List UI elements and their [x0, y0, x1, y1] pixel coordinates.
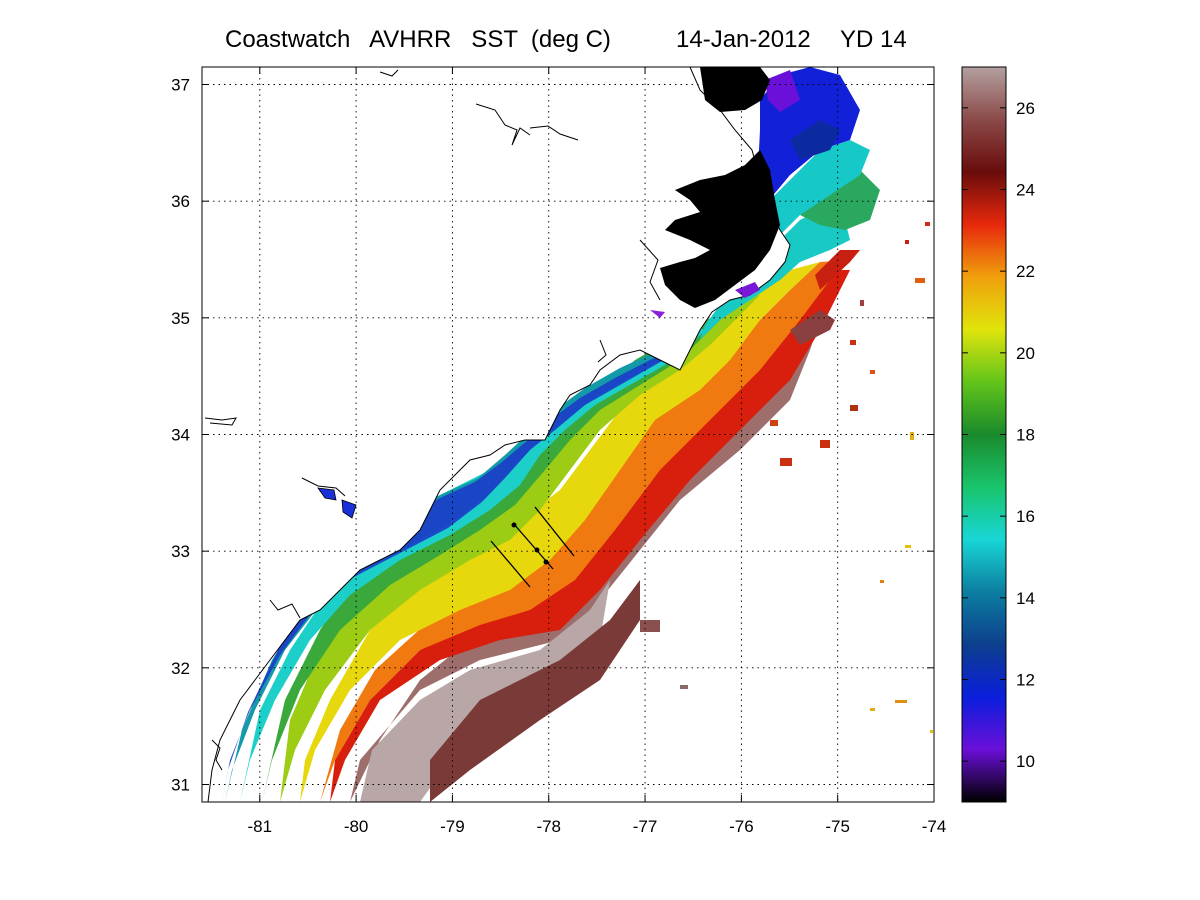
colorbar-tick-label: 12 [1016, 671, 1035, 690]
colorbar-tick-label: 16 [1016, 507, 1035, 526]
lat-tick-label: 37 [171, 76, 190, 95]
inland-outline-5 [379, 69, 399, 77]
sound-purple-2 [650, 310, 665, 318]
figure-date: 14-Jan-2012 [676, 26, 811, 53]
lon-tick-label: -81 [248, 817, 273, 836]
latitude-axis: 37 36 35 34 33 32 31 [171, 76, 934, 795]
lon-tick-label: -76 [729, 817, 754, 836]
colorbar-tick-label: 20 [1016, 344, 1035, 363]
sst-band-20 [300, 262, 820, 802]
figure-title: Coastwatch AVHRR SST (deg C) [225, 26, 611, 53]
colorbar-tick-label: 18 [1016, 426, 1035, 445]
inland-outline-8 [269, 599, 301, 619]
sst-field [202, 67, 933, 802]
lon-tick-label: -80 [344, 817, 369, 836]
lat-tick-label: 36 [171, 192, 190, 211]
lat-tick-label: 31 [171, 776, 190, 795]
sst-band-22 [320, 260, 850, 802]
colorbar-ticks: 26 24 22 20 18 16 14 12 10 [962, 99, 1035, 771]
inland-outline-6 [639, 239, 661, 301]
sst-north-darkblue [790, 120, 840, 160]
sst-north-green [800, 170, 880, 230]
lon-tick-label: -74 [922, 817, 947, 836]
sst-north-cyan [760, 140, 870, 240]
albemarle-sound [700, 67, 770, 112]
sst-north-teal [700, 210, 850, 340]
colorbar-tick-label: 26 [1016, 99, 1035, 118]
lon-tick-label: -78 [536, 817, 561, 836]
lat-tick-label: 33 [171, 542, 190, 561]
sst-band-27 [430, 580, 640, 802]
land-mass [202, 67, 791, 802]
sst-north-purple [765, 70, 800, 112]
inland-outline-9 [211, 739, 223, 771]
lon-tick-label: -77 [633, 817, 658, 836]
longitude-axis: -81 -80 -79 -78 -77 -76 -75 -74 [248, 67, 947, 836]
inland-outline-7 [597, 339, 607, 363]
sst-north-red [815, 250, 860, 290]
pamlico-sound [660, 150, 780, 308]
colorbar-tick-label: 24 [1016, 181, 1035, 200]
lat-tick-label: 34 [171, 426, 190, 445]
lon-tick-label: -79 [440, 817, 465, 836]
figure-yearday: YD 14 [840, 26, 907, 53]
inland-outline-1 [301, 477, 346, 497]
inland-outline-2 [204, 417, 237, 426]
sst-band-26b [360, 580, 610, 802]
colorbar-tick-label: 10 [1016, 752, 1035, 771]
sst-hatteras-brown [790, 310, 835, 345]
inland-outline-3 [475, 103, 531, 146]
lon-tick-label: -75 [825, 817, 850, 836]
inland-outline-4 [529, 125, 579, 141]
inland-lake-2 [341, 499, 357, 519]
colorbar-tick-label: 22 [1016, 262, 1035, 281]
lat-tick-label: 35 [171, 309, 190, 328]
colorbar: 26 24 22 20 18 16 14 12 10 [961, 66, 1035, 803]
colorbar-tick-label: 14 [1016, 589, 1035, 608]
map-grid [202, 67, 934, 802]
inland-lake-1 [317, 487, 337, 501]
lat-tick-label: 32 [171, 659, 190, 678]
colorbar-scale [961, 66, 1007, 803]
